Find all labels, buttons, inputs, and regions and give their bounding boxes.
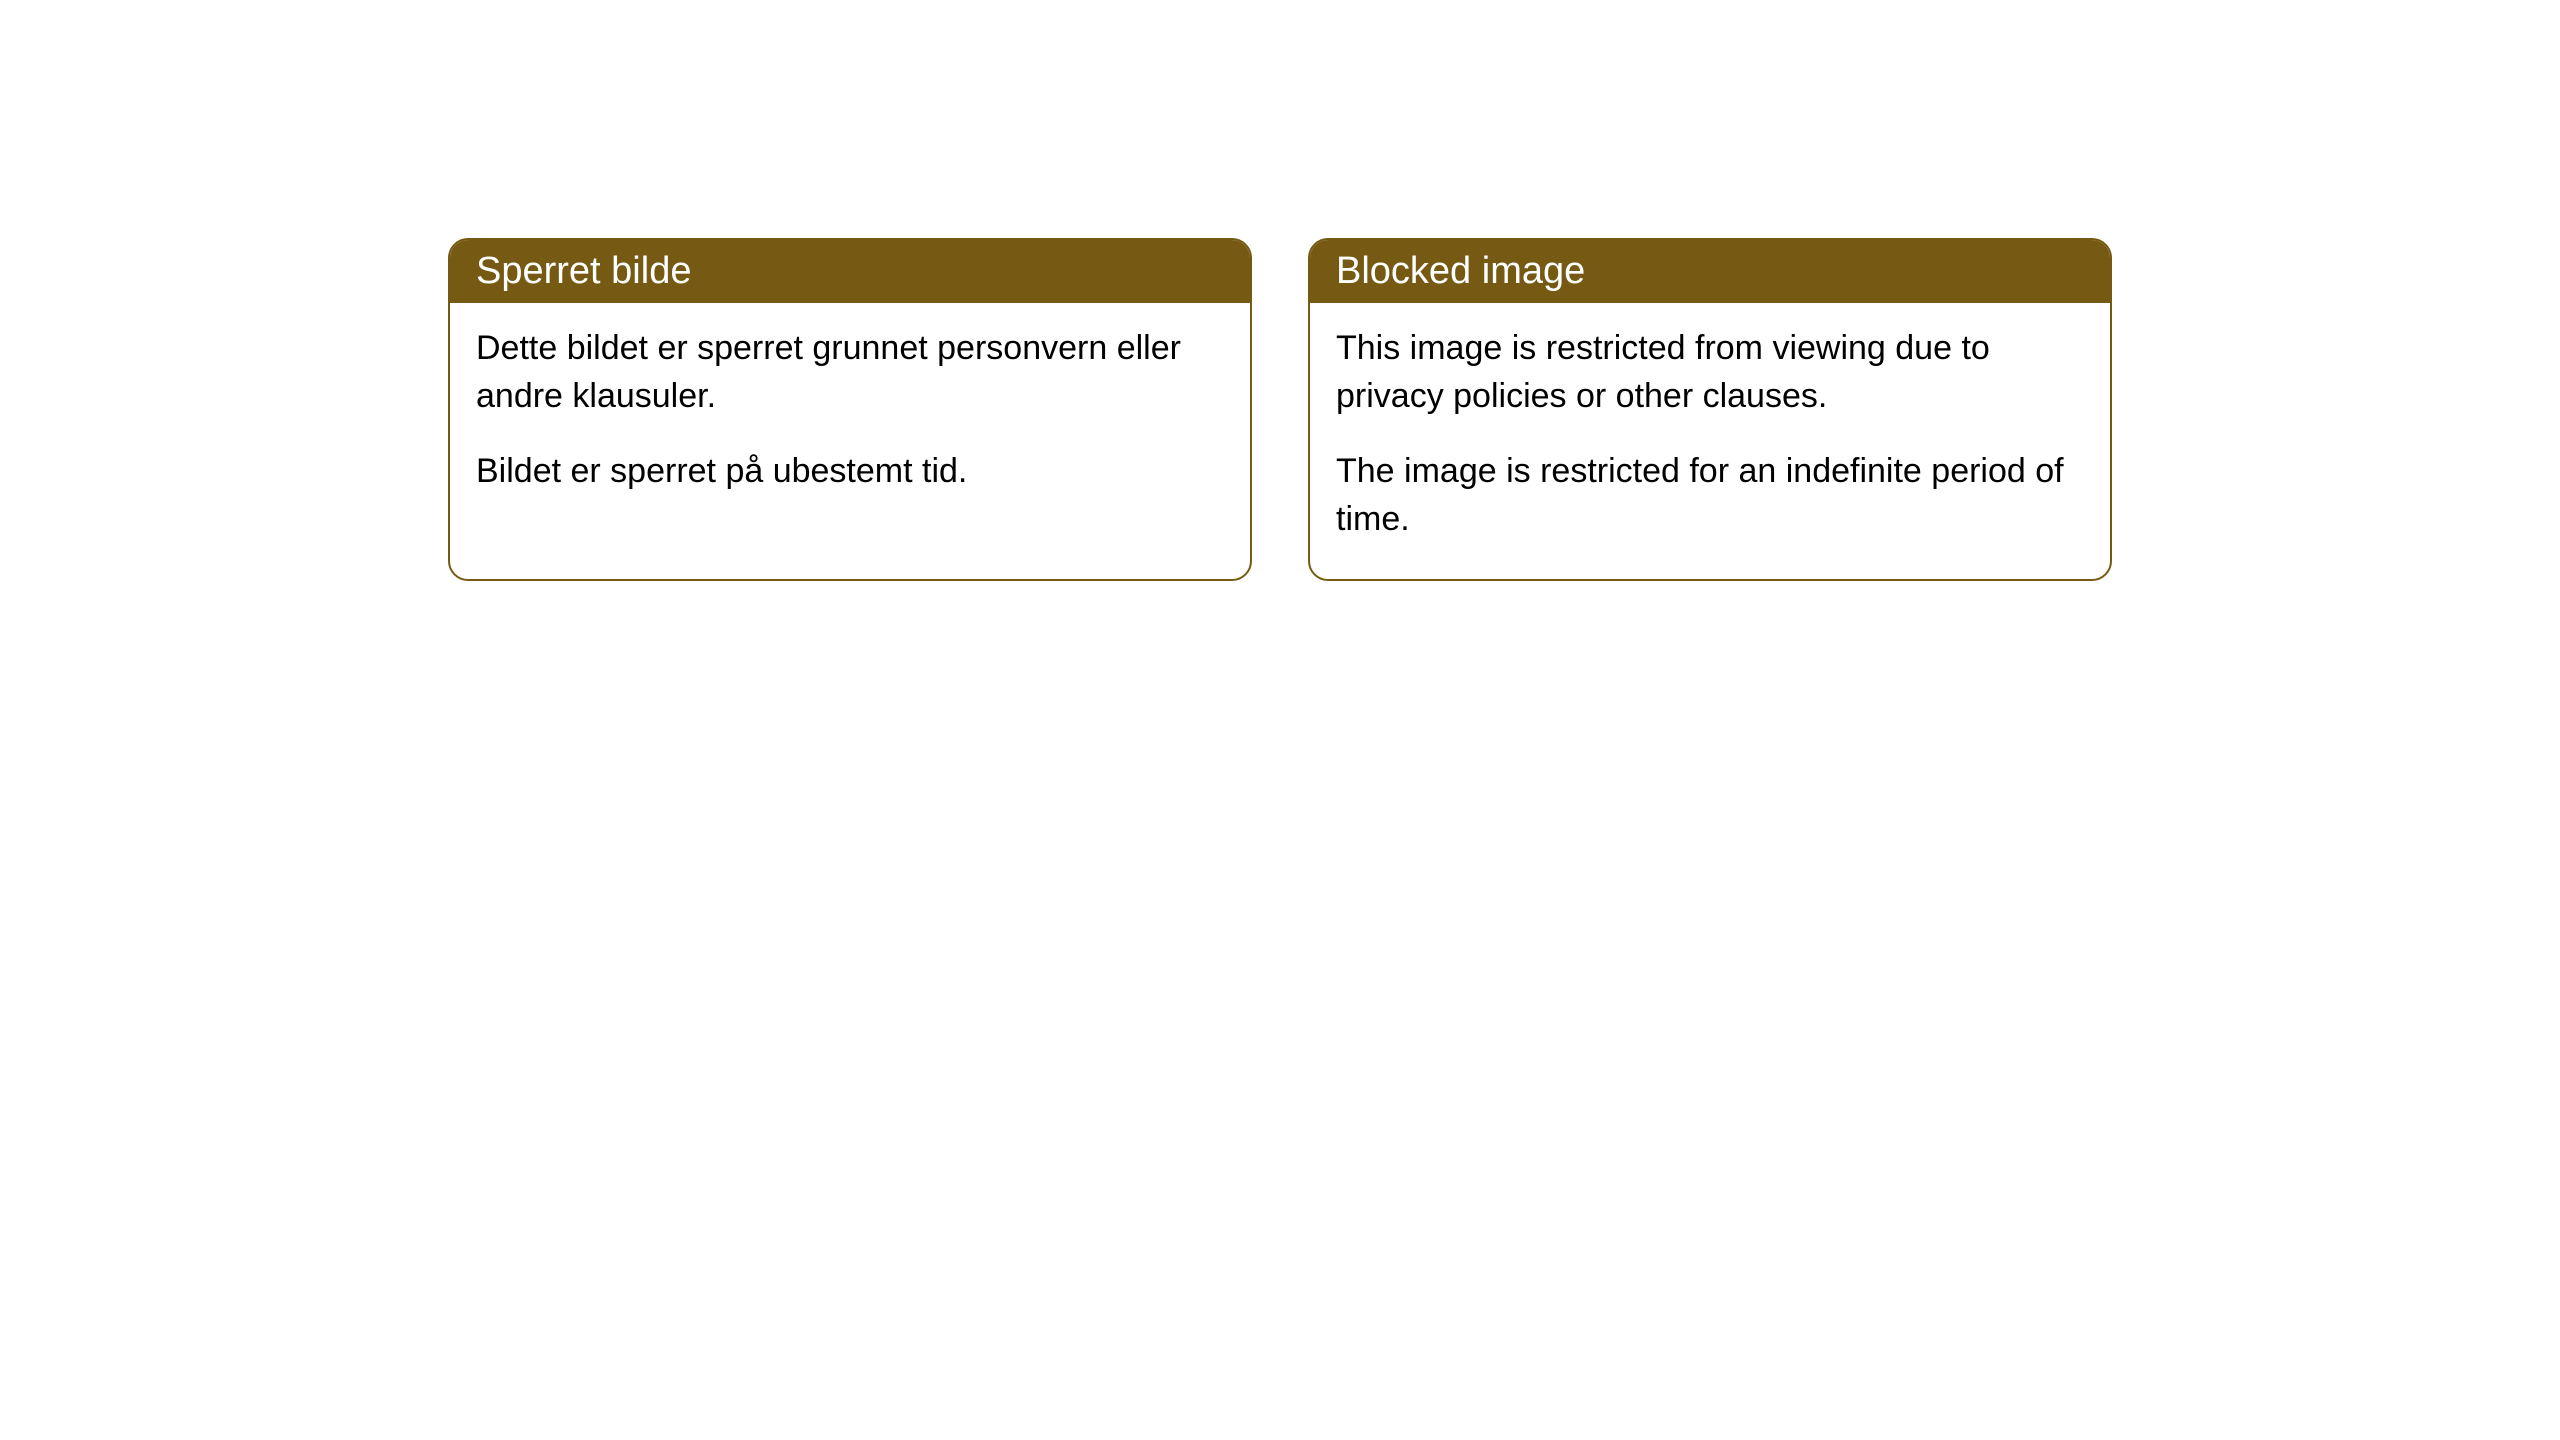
blocked-image-card-norwegian: Sperret bilde Dette bildet er sperret gr… (448, 238, 1252, 581)
card-paragraph-2-norwegian: Bildet er sperret på ubestemt tid. (476, 448, 1224, 496)
card-body-norwegian: Dette bildet er sperret grunnet personve… (450, 303, 1250, 532)
notice-container: Sperret bilde Dette bildet er sperret gr… (448, 238, 2112, 581)
card-body-english: This image is restricted from viewing du… (1310, 303, 2110, 579)
card-paragraph-1-norwegian: Dette bildet er sperret grunnet personve… (476, 325, 1224, 420)
card-paragraph-2-english: The image is restricted for an indefinit… (1336, 448, 2084, 543)
card-header-norwegian: Sperret bilde (450, 240, 1250, 303)
blocked-image-card-english: Blocked image This image is restricted f… (1308, 238, 2112, 581)
card-paragraph-1-english: This image is restricted from viewing du… (1336, 325, 2084, 420)
card-header-english: Blocked image (1310, 240, 2110, 303)
